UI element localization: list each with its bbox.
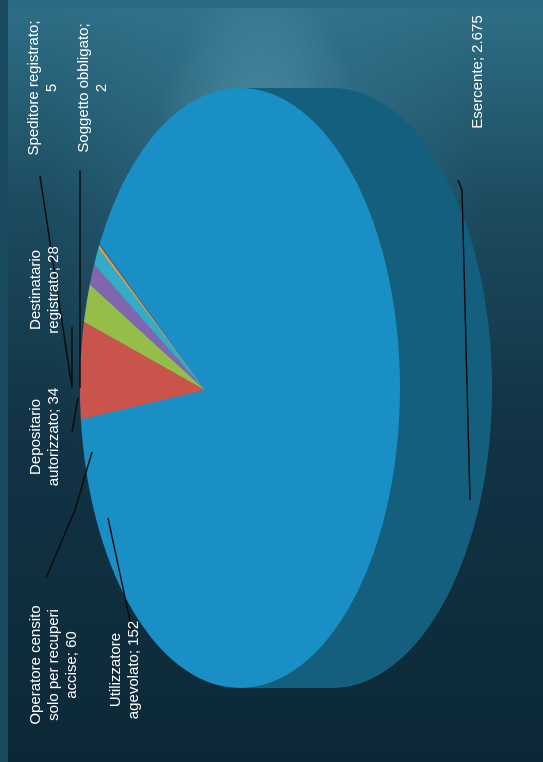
pie-slice-4 <box>94 247 205 390</box>
pie-layer <box>80 88 492 688</box>
data-label-3-line-1: autorizzato; 34 <box>45 388 62 486</box>
data-label-1-line-1: agevolato; 152 <box>125 621 142 719</box>
data-label-3-line-0: Depositario <box>27 399 44 475</box>
data-label-6-line-0: Soggetto obbligato; <box>75 23 92 152</box>
data-label-2-line-2: accise; 60 <box>63 631 80 699</box>
pie-slice-esercente <box>80 88 400 688</box>
slide-frame-left <box>0 0 8 762</box>
data-label-0-line-0: Esercente; 2.675 <box>469 15 486 128</box>
pie-slice-2 <box>84 284 205 390</box>
data-label-2: Operatore censito solo per recuperi accise… <box>27 605 80 724</box>
data-label-2-line-0: Operatore censito <box>27 605 44 724</box>
data-label-layer: Esercente; 2.675 Utilizzatore agevolato; 1… <box>25 15 486 724</box>
pie-slice-6 <box>99 243 205 390</box>
data-label-1: Utilizzatore agevolato; 152 <box>107 621 142 719</box>
slide-frame-top <box>0 0 543 8</box>
data-label-5-line-1: 5 <box>43 84 60 92</box>
pie-slice-3 <box>89 264 205 390</box>
leader-line-2 <box>45 451 93 579</box>
data-label-6-line-1: 2 <box>93 84 110 92</box>
data-label-2-line-1: solo per recuperi <box>45 609 62 721</box>
data-label-4: Destinatario registrato; 28 <box>27 246 62 334</box>
leader-line-layer <box>39 170 471 631</box>
leader-line-5 <box>39 175 73 389</box>
pie-side-wall <box>240 88 492 688</box>
data-label-5-line-0: Speditore registrato; <box>25 20 42 155</box>
data-label-4-line-1: registrato; 28 <box>45 246 62 334</box>
data-label-3: Depositario autorizzato; 34 <box>27 388 62 486</box>
data-label-5: Speditore registrato; 5 <box>25 20 60 155</box>
data-label-6: Soggetto obbligato; 2 <box>75 23 110 152</box>
leader-line-0 <box>457 179 471 501</box>
pie-slice-1 <box>80 321 205 420</box>
leader-line-3 <box>71 397 79 433</box>
pie-slice-5 <box>98 245 205 390</box>
leader-line-1 <box>107 517 133 631</box>
data-label-4-line-0: Destinatario <box>27 250 44 330</box>
data-label-1-line-0: Utilizzatore <box>107 633 124 707</box>
data-label-0: Esercente; 2.675 <box>469 15 486 128</box>
